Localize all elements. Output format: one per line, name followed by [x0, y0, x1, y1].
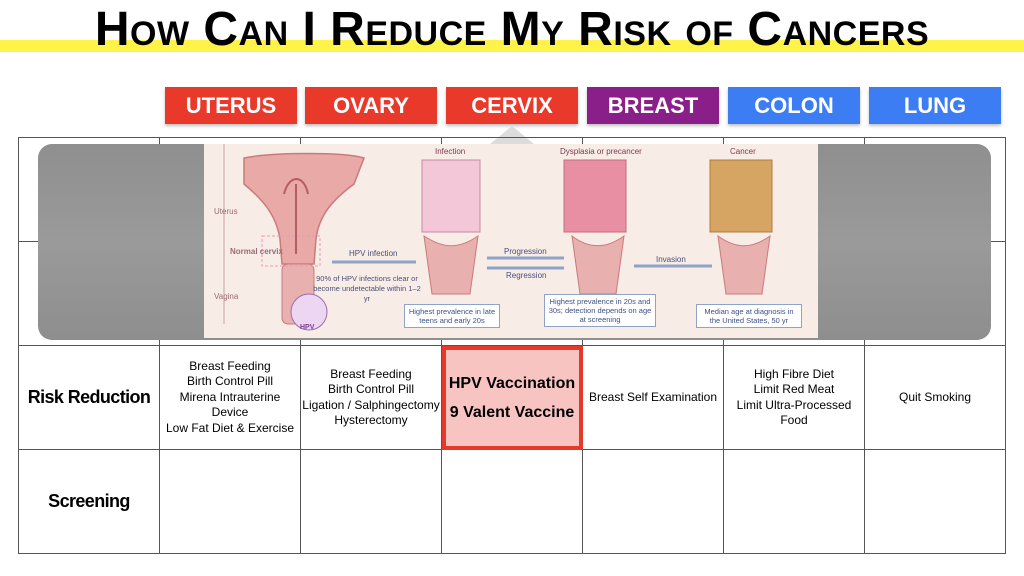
list-item: High Fibre Diet [753, 366, 835, 381]
list-item: 9 Valent Vaccine [449, 403, 575, 421]
vagina-label: Vagina [214, 292, 239, 301]
page-title: How Can I Reduce My Risk of Cancers [94, 3, 930, 56]
uterus-label: Uterus [214, 207, 238, 216]
cell-ovary-screening [300, 449, 442, 554]
list-item: Breast Feeding [189, 358, 271, 373]
list-item: Breast Feeding [330, 366, 412, 381]
tab-uterus[interactable]: UTERUS [165, 87, 297, 124]
list-item: Hysterectomy [334, 413, 408, 427]
title-highlight [0, 40, 1024, 52]
hpv-virus-icon [290, 293, 328, 331]
cell-colon-screening [723, 449, 865, 554]
note-box-3: Median age at diagnosis in the United St… [696, 304, 802, 328]
dysplasia-label: Dysplasia or precancer [560, 147, 642, 156]
list-item: Ligation / Salphingectomy [302, 397, 440, 412]
tab-cervix[interactable]: CERVIX [446, 87, 578, 124]
tab-ovary[interactable]: OVARY [305, 87, 437, 124]
hpv-label: HPV [300, 324, 315, 331]
cell-uterus-screening [159, 449, 301, 554]
infection-tissue-block [421, 159, 481, 233]
cell-breast-screening [582, 449, 724, 554]
infection-label: Infection [435, 147, 465, 156]
row-label-risk-reduction: Risk Reduction [18, 345, 160, 450]
hpv-progression-figure: Uterus Normal cervix Vagina HPV Infectio… [204, 144, 818, 338]
cell-lung-risk: Quit Smoking [864, 345, 1006, 450]
cell-uterus-risk: Breast Feeding Birth Control Pill Mirena… [159, 345, 301, 450]
hpv-infection-label: HPV infection [349, 249, 397, 258]
cervix-cancer-shape [717, 234, 771, 295]
tab-breast[interactable]: BREAST [587, 87, 719, 124]
invasion-label: Invasion [656, 255, 686, 264]
table-row-screening: Screening [18, 449, 1006, 554]
normal-cervix-label: Normal cervix [230, 247, 283, 256]
tab-colon[interactable]: COLON [728, 87, 860, 124]
uterus-cavity [283, 178, 309, 254]
cervix-dysplasia-shape [571, 234, 625, 295]
cell-cervix-screening [441, 449, 583, 554]
cell-breast-risk: Breast Self Examination [582, 345, 724, 450]
dysplasia-tissue-block [563, 159, 627, 233]
regression-label: Regression [506, 271, 546, 280]
list-item: Birth Control Pill [186, 374, 274, 389]
uterus-shape [243, 152, 365, 265]
clearance-note: 90% of HPV infections clear or become un… [313, 274, 421, 303]
list-item: Mirena Intrauterine Device [179, 389, 281, 420]
cell-lung-screening [864, 449, 1006, 554]
table-row-risk-reduction: Risk Reduction Breast Feeding Birth Cont… [18, 345, 1006, 450]
cervix-highlight [261, 235, 321, 267]
cell-cervix-risk-highlighted: HPV Vaccination 9 Valent Vaccine [441, 345, 583, 450]
cell-colon-risk: High Fibre Diet Limit Red Meat Limit Ult… [723, 345, 865, 450]
list-item: Quit Smoking [898, 389, 972, 404]
list-item: Limit Red Meat [753, 382, 835, 396]
cancer-label: Cancer [730, 147, 756, 156]
cervix-infection-shape [423, 234, 479, 295]
tab-lung[interactable]: LUNG [869, 87, 1001, 124]
hpv-progression-illustration: Uterus Normal cervix Vagina HPV Infectio… [214, 144, 802, 331]
note-box-1: Highest prevalence in late teens and ear… [404, 304, 500, 328]
list-item: Birth Control Pill [327, 382, 415, 396]
list-item: Breast Self Examination [588, 389, 718, 404]
list-item: Low Fat Diet & Exercise [165, 420, 295, 435]
progression-label: Progression [504, 247, 547, 256]
row-label-screening: Screening [18, 449, 160, 554]
cell-ovary-risk: Breast Feeding Birth Control Pill Ligati… [300, 345, 442, 450]
cancer-tissue-block [709, 159, 773, 233]
list-item: Limit Ultra-Processed Food [736, 397, 852, 428]
note-box-2: Highest prevalence in 20s and 30s; detec… [544, 294, 656, 327]
list-item: HPV Vaccination [448, 374, 576, 392]
